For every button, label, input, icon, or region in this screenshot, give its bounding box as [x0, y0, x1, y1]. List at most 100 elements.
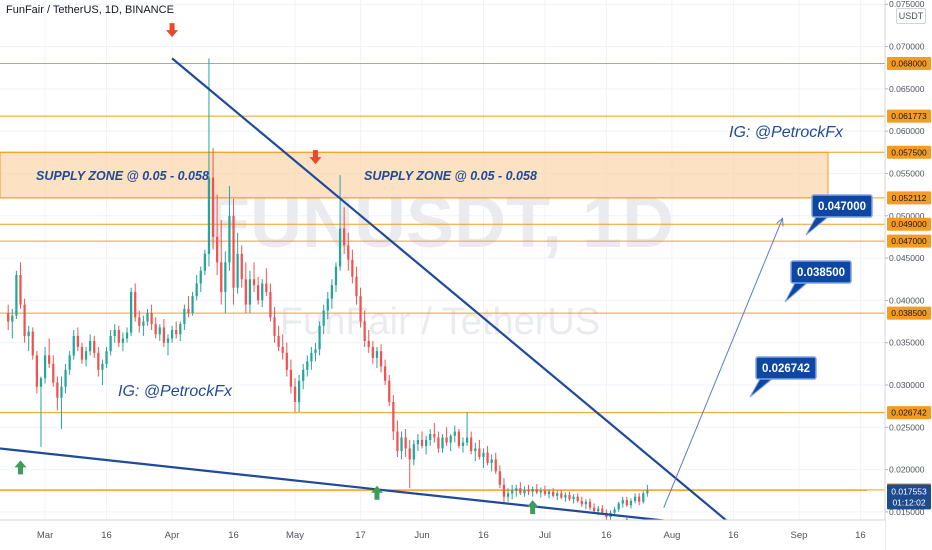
- level-price-badge[interactable]: [887, 406, 931, 420]
- candle-body: [134, 291, 137, 318]
- projection-line[interactable]: [663, 218, 784, 508]
- candle-body: [482, 452, 485, 457]
- candles: [7, 58, 649, 523]
- candle-body: [441, 437, 444, 449]
- candle-body: [363, 321, 366, 341]
- candle-body: [224, 262, 227, 292]
- level-price-badge[interactable]: [887, 234, 931, 248]
- candle-body: [191, 296, 194, 314]
- candle-body: [154, 324, 157, 335]
- time-tick-label: May: [286, 530, 304, 541]
- candle-body: [326, 298, 329, 311]
- candle-body: [129, 291, 133, 333]
- time-tick-label: 16: [601, 530, 612, 541]
- candle-body: [351, 259, 354, 277]
- candle-body: [232, 215, 235, 288]
- target-callout-tail: [749, 378, 774, 398]
- candle-body: [642, 493, 645, 502]
- trendlines: [0, 57, 795, 536]
- candle-body: [367, 341, 370, 347]
- candle-body: [269, 291, 272, 318]
- candle-body: [592, 507, 596, 512]
- down-arrow-icon: [166, 23, 179, 38]
- up-arrow-icon: [14, 460, 27, 475]
- level-price-badge[interactable]: [887, 191, 931, 205]
- candle-body: [515, 488, 518, 491]
- candle-body: [64, 369, 67, 387]
- level-price-badge[interactable]: [887, 109, 931, 123]
- candle-body: [531, 489, 534, 492]
- currency-badge[interactable]: USDT: [896, 8, 926, 24]
- level-price-label: 0.047000: [891, 236, 927, 246]
- candle-body: [175, 330, 178, 335]
- horizontal-levels: [0, 62, 885, 491]
- candle-body: [285, 352, 288, 370]
- candle-body: [306, 361, 309, 370]
- candle-body: [56, 382, 59, 398]
- candle-body: [633, 496, 637, 501]
- target-callout-box[interactable]: [790, 260, 852, 284]
- candle-body: [265, 283, 268, 292]
- level-price-badge[interactable]: [887, 56, 931, 70]
- candle-body: [318, 325, 321, 350]
- candle-body: [293, 386, 297, 402]
- candle-body: [588, 501, 592, 508]
- price-tick-label: 0.070000: [889, 42, 925, 52]
- candle-body: [216, 236, 219, 263]
- price-tick-label: 0.025000: [889, 422, 925, 432]
- level-price-badge[interactable]: [887, 145, 931, 159]
- candle-body: [445, 437, 448, 443]
- level-price-label: 0.052112: [892, 193, 927, 203]
- candle-body: [355, 276, 358, 297]
- candle-body: [646, 490, 649, 494]
- candle-body: [429, 434, 432, 440]
- candle-body: [576, 496, 579, 501]
- level-price-badge[interactable]: [887, 217, 931, 231]
- candle-body: [638, 496, 641, 502]
- time-tick-label: Sep: [791, 530, 808, 541]
- candle-body: [498, 471, 501, 485]
- candle-body: [580, 500, 583, 505]
- candle-body: [297, 380, 301, 402]
- candle-body: [543, 490, 547, 495]
- current-price-badge[interactable]: [887, 484, 931, 510]
- candle-body: [138, 317, 141, 326]
- level-price-badge[interactable]: [887, 306, 931, 320]
- target-callout-box[interactable]: [811, 194, 873, 218]
- candle-body: [572, 496, 575, 500]
- price-tick-label: 0.050000: [889, 211, 925, 221]
- up-arrow-icon: [526, 500, 539, 515]
- candle-body: [11, 315, 14, 322]
- candle-body: [228, 215, 231, 263]
- level-price-label: 0.061773: [891, 111, 927, 121]
- candle-body: [19, 275, 22, 305]
- time-tick-label: Jul: [539, 530, 551, 541]
- candle-body: [170, 330, 174, 339]
- candle-body: [68, 355, 71, 370]
- candle-body: [551, 491, 555, 496]
- grid: [0, 0, 885, 520]
- candle-body: [89, 341, 92, 352]
- target-callout-text: 0.026742: [762, 363, 810, 375]
- candle-body: [310, 352, 313, 362]
- target-callout-box[interactable]: [755, 356, 817, 380]
- trendline[interactable]: [171, 57, 735, 528]
- candle-body: [162, 327, 166, 343]
- price-tick-label: 0.040000: [889, 295, 925, 305]
- candle-body: [199, 270, 202, 284]
- candle-body: [84, 351, 88, 360]
- candle-body: [97, 352, 100, 370]
- candle-body: [183, 308, 186, 325]
- candle-body: [343, 228, 346, 246]
- price-axis-bg: [885, 0, 932, 550]
- candle-body: [281, 346, 284, 353]
- candle-body: [261, 283, 264, 301]
- candle-body: [179, 324, 182, 335]
- candle-body: [158, 327, 161, 335]
- candle-body: [465, 437, 469, 443]
- candle-body: [277, 335, 280, 347]
- down-arrow-icon: [309, 150, 322, 165]
- time-tick-label: Jun: [414, 530, 429, 541]
